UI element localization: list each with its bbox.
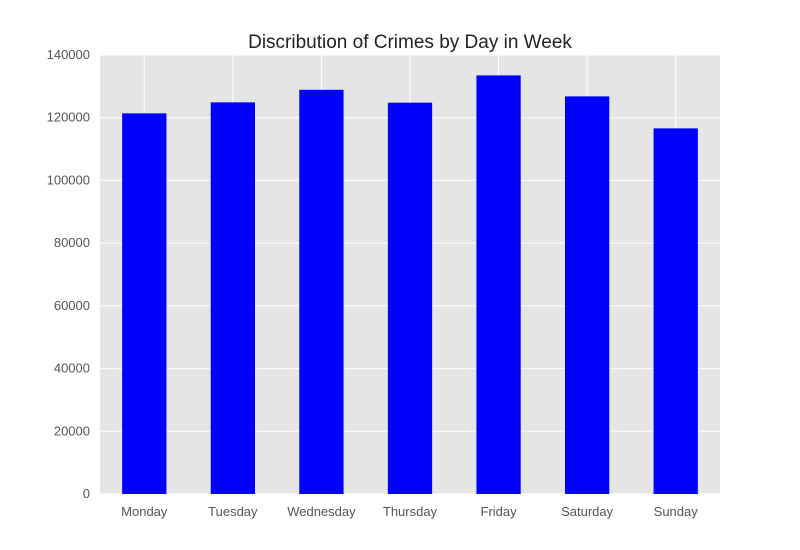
chart-title: Discribution of Crimes by Day in Week bbox=[248, 32, 572, 53]
x-tick-label: Sunday bbox=[654, 504, 699, 519]
y-tick-label: 80000 bbox=[54, 235, 90, 250]
x-axis-ticks: Monday Tuesday Wednesday Thursday Friday Satu… bbox=[121, 504, 698, 519]
y-tick-label: 0 bbox=[83, 486, 90, 501]
bar-thursday bbox=[387, 102, 433, 495]
bar-friday bbox=[476, 75, 521, 494]
y-axis-ticks: 0 20000 40000 60000 80000 100000 120000 140000 bbox=[47, 47, 90, 501]
x-tick-label: Monday bbox=[121, 504, 168, 519]
x-tick-label: Thursday bbox=[383, 504, 438, 519]
x-tick-label: Wednesday bbox=[287, 504, 356, 519]
y-tick-label: 20000 bbox=[54, 423, 90, 438]
x-tick-label: Friday bbox=[481, 504, 518, 519]
bar-tuesday bbox=[210, 102, 255, 494]
bar-sunday bbox=[653, 128, 698, 494]
y-tick-label: 120000 bbox=[47, 110, 90, 125]
x-tick-label: Tuesday bbox=[208, 504, 258, 519]
bar-monday bbox=[122, 113, 167, 495]
x-tick-label: Saturday bbox=[561, 504, 614, 519]
y-tick-label: 100000 bbox=[47, 172, 90, 187]
bar-wednesday bbox=[299, 89, 344, 494]
y-tick-label: 60000 bbox=[54, 298, 90, 313]
y-tick-label: 140000 bbox=[47, 47, 90, 62]
bar-saturday bbox=[565, 96, 610, 495]
y-tick-label: 40000 bbox=[54, 361, 90, 376]
bars bbox=[122, 75, 698, 495]
